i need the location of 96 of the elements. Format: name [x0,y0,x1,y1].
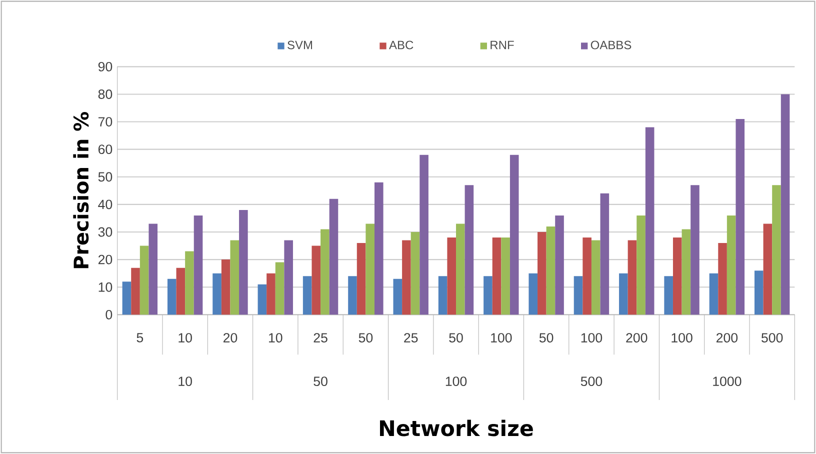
bar [682,229,691,315]
bar [438,276,448,315]
bar [501,238,510,315]
bar [374,182,384,315]
bar [484,276,492,315]
bar [284,240,293,315]
bar [185,251,194,315]
legend-label: OABBS [590,40,632,50]
legend-label: ABC [389,40,414,50]
x-tick-label: 25 [314,333,328,343]
bar [582,238,592,315]
bar [366,224,374,315]
bar [167,278,176,315]
bar [538,232,546,315]
bar [456,224,465,315]
x-tick-label: 200 [626,333,648,343]
bar [772,185,781,315]
x-tick-label: 5 [136,333,144,342]
x-tick-label: 500 [762,333,783,343]
bar [645,127,654,315]
bar [726,215,736,315]
bar [672,238,682,315]
bar [628,240,637,315]
bar [574,276,583,315]
x-tick-label: 20 [223,333,238,343]
bar [221,260,230,315]
bar [131,268,140,315]
bar [591,240,600,315]
bar [600,193,610,315]
y-tick-label: 30 [98,227,112,237]
y-tick-label: 50 [98,172,112,182]
x-axis-title: Network size [380,420,533,436]
bar [709,273,718,315]
text: 500 [580,376,602,386]
y-tick-label: 70 [98,117,112,126]
bar [393,278,402,315]
bar [763,224,772,315]
bar [194,215,203,315]
x-tick-label: 100 [581,333,602,343]
text: 50 [314,376,328,386]
bar [312,246,321,315]
bar [239,210,248,315]
bar [546,226,556,315]
x-tick-label: 25 [404,333,418,343]
legend-label: RNF [490,40,514,50]
bar [176,268,186,315]
bar [329,198,338,315]
y-tick-label: 60 [98,144,112,154]
bar [402,240,411,315]
bar [356,243,366,315]
y-tick-label: 10 [98,282,112,292]
bar [420,154,428,315]
bar [664,276,673,315]
text: 1000 [713,376,742,386]
y-tick-label: 90 [98,62,112,72]
legend-label: SVM [288,40,312,50]
x-tick-label: 10 [178,333,192,343]
bar [140,246,149,315]
y-tick-label: 80 [98,90,112,99]
bar [528,273,538,315]
bar [510,154,519,315]
bar [555,215,564,315]
text: 10 [178,376,192,386]
y-tick-label: 20 [98,254,112,264]
bar [410,232,420,315]
bar [636,215,646,315]
bar [464,185,474,315]
x-tick-label: 100 [672,333,692,343]
bar [148,224,158,315]
bar [266,273,276,315]
bar [619,273,628,315]
text: 100 [446,376,467,386]
y-tick-label: 40 [98,200,112,210]
y-tick-label: 0 [106,310,112,320]
bar [754,270,764,315]
bar [492,238,502,315]
x-tick-label: 50 [539,333,554,343]
bar [690,185,700,315]
y-axis-title: Precision in % [73,112,89,268]
x-tick-label: 50 [358,333,373,343]
x-tick-label: 50 [449,333,463,343]
bar [302,276,312,315]
bar [718,243,727,315]
bar [122,282,132,315]
x-tick-label: 10 [268,333,282,343]
bar [736,119,745,315]
x-tick-label: 100 [491,333,512,343]
bar [348,276,357,315]
bar [275,262,284,315]
bar [320,229,330,315]
bar [780,94,790,315]
bar [447,238,456,315]
x-tick-label: 200 [716,333,738,343]
bar [212,273,222,315]
bar [258,284,267,315]
bar [230,240,240,315]
